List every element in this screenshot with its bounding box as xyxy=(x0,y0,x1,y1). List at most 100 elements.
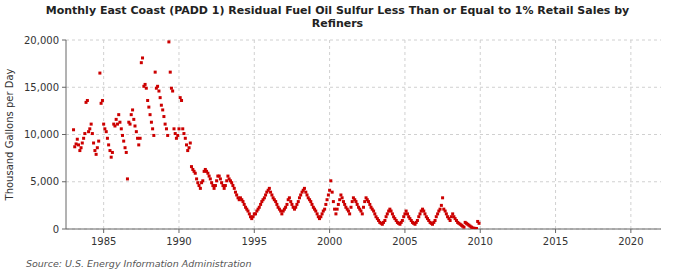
point xyxy=(328,189,331,192)
x-tick xyxy=(178,229,179,233)
point xyxy=(403,212,406,215)
point xyxy=(105,130,108,133)
point xyxy=(145,87,148,90)
point xyxy=(316,212,319,215)
point xyxy=(208,175,211,178)
point xyxy=(97,140,100,143)
point xyxy=(339,193,342,196)
point xyxy=(309,200,312,203)
point xyxy=(449,219,452,222)
point xyxy=(150,121,153,124)
y-grid-line xyxy=(66,40,661,41)
point xyxy=(351,200,354,203)
point xyxy=(177,127,180,130)
point xyxy=(341,196,344,199)
point xyxy=(87,130,90,133)
point xyxy=(103,127,106,130)
x-grid-line xyxy=(404,40,405,229)
title-line: Refiners xyxy=(312,17,364,30)
point xyxy=(441,196,444,199)
point xyxy=(226,175,229,178)
point xyxy=(147,106,150,109)
point xyxy=(478,222,481,225)
point xyxy=(78,149,81,152)
point xyxy=(235,193,238,196)
point xyxy=(348,212,351,215)
point xyxy=(319,215,322,218)
x-tick xyxy=(103,229,104,233)
x-tick xyxy=(329,229,330,233)
point xyxy=(363,200,366,203)
x-grid-line xyxy=(254,40,255,229)
point xyxy=(101,99,104,102)
point xyxy=(167,40,170,43)
x-tick-label: 1995 xyxy=(242,236,267,247)
point xyxy=(194,172,197,175)
point xyxy=(107,143,110,146)
point xyxy=(331,191,334,194)
y-axis-line xyxy=(66,40,67,229)
point xyxy=(154,71,157,74)
point xyxy=(215,179,218,182)
point xyxy=(373,212,376,215)
point xyxy=(223,187,226,190)
point xyxy=(170,87,173,90)
point xyxy=(77,143,80,146)
point xyxy=(190,165,193,168)
x-grid-line xyxy=(329,40,330,229)
chart-svg: Monthly East Coast (PADD 1) Residual Fue… xyxy=(0,0,675,275)
point xyxy=(383,219,386,222)
point xyxy=(86,99,89,102)
point xyxy=(72,128,75,131)
point xyxy=(279,210,282,213)
point xyxy=(111,151,114,154)
point xyxy=(206,172,209,175)
point xyxy=(117,113,120,116)
y-tick-label: 15,000 xyxy=(24,82,59,93)
grid xyxy=(66,40,661,229)
point xyxy=(290,203,293,206)
point xyxy=(248,212,251,215)
point xyxy=(280,212,283,215)
point xyxy=(391,212,394,215)
point xyxy=(73,145,76,148)
y-tick xyxy=(62,134,66,135)
x-axis-line xyxy=(66,229,661,230)
axes: 05,00010,00015,00020,0001985199019952000… xyxy=(24,35,661,248)
point xyxy=(182,132,185,135)
point xyxy=(176,134,179,137)
point xyxy=(372,210,375,213)
point xyxy=(416,219,419,222)
point xyxy=(174,132,177,135)
point xyxy=(241,200,244,203)
point xyxy=(336,208,339,211)
point xyxy=(171,90,174,93)
point xyxy=(275,203,278,206)
x-tick-label: 2015 xyxy=(543,236,568,247)
point xyxy=(368,203,371,206)
point xyxy=(129,123,132,126)
point xyxy=(422,210,425,213)
point xyxy=(159,96,162,99)
point xyxy=(133,124,136,127)
point xyxy=(213,187,216,190)
point xyxy=(436,212,439,215)
point xyxy=(180,99,183,102)
point xyxy=(285,203,288,206)
chart-container: Monthly East Coast (PADD 1) Residual Fue… xyxy=(0,0,675,275)
point xyxy=(326,198,329,201)
point xyxy=(333,208,336,211)
points xyxy=(72,40,481,229)
point xyxy=(198,184,201,187)
point xyxy=(88,127,91,130)
point xyxy=(450,215,453,218)
point xyxy=(122,140,125,143)
y-grid-line xyxy=(66,181,661,182)
point xyxy=(405,210,408,213)
point xyxy=(332,200,335,203)
point xyxy=(299,193,302,196)
point xyxy=(298,196,301,199)
point xyxy=(270,193,273,196)
point xyxy=(92,142,95,145)
point xyxy=(233,187,236,190)
